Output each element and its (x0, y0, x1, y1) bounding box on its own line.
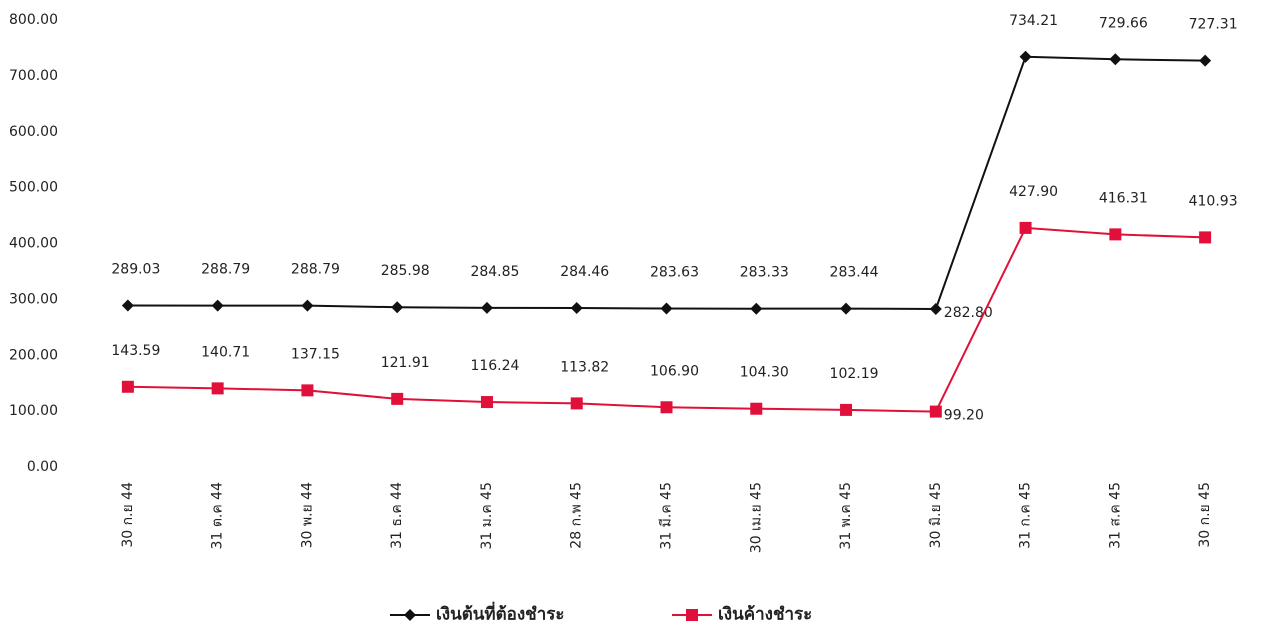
marker (211, 382, 224, 395)
marker (929, 302, 942, 315)
y-tick-label: 200.00 (9, 347, 58, 363)
marker (686, 609, 698, 621)
marker (121, 299, 134, 312)
data-label: 106.90 (650, 363, 699, 379)
marker (391, 301, 404, 314)
marker (1199, 231, 1212, 244)
marker (840, 403, 853, 416)
data-label: 289.03 (111, 262, 160, 278)
marker (1019, 50, 1032, 63)
data-label: 734.21 (1009, 13, 1058, 29)
legend-label: เงินต้นที่ต้องชำระ (436, 602, 565, 625)
data-label: 288.79 (291, 262, 340, 278)
legend-label: เงินค้างชำระ (718, 605, 812, 625)
y-tick-label: 800.00 (9, 12, 58, 28)
data-label: 284.46 (560, 264, 609, 280)
x-tick-label: 31 ส.ค 45 (1107, 482, 1123, 549)
marker (480, 396, 493, 409)
y-tick-label: 600.00 (9, 124, 58, 140)
data-label: 284.85 (470, 264, 519, 280)
data-label: 727.31 (1189, 17, 1238, 33)
x-tick-label: 31 ต.ค 44 (210, 482, 226, 550)
data-label: 99.20 (944, 408, 984, 424)
y-tick-label: 500.00 (9, 180, 58, 196)
data-label: 137.15 (291, 346, 340, 362)
data-label: 102.19 (830, 366, 879, 382)
marker (570, 302, 583, 315)
x-tick-label: 31 ก.ค 45 (1018, 482, 1034, 549)
x-tick-label: 31 พ.ค 45 (838, 482, 854, 550)
data-label: 427.90 (1009, 184, 1058, 200)
data-label: 288.79 (201, 262, 250, 278)
x-tick-label: 30 เม.ย 45 (748, 482, 764, 553)
marker (660, 401, 673, 414)
y-tick-label: 300.00 (9, 291, 58, 307)
y-tick-label: 400.00 (9, 236, 58, 252)
data-label: 143.59 (111, 343, 160, 359)
data-label: 282.80 (944, 305, 993, 321)
data-label: 410.93 (1189, 193, 1238, 209)
marker (211, 299, 224, 312)
data-label: 285.98 (381, 263, 430, 279)
marker (1019, 221, 1032, 234)
data-label: 416.31 (1099, 190, 1148, 206)
data-label: 283.44 (830, 265, 879, 281)
data-label: 121.91 (381, 355, 430, 371)
data-label: 283.33 (740, 265, 789, 281)
x-tick-label: 28 ก.พ 45 (569, 482, 585, 549)
x-tick-label: 30 ก.ย 44 (120, 482, 136, 548)
data-label: 283.63 (650, 265, 699, 281)
x-tick-label: 31 มี.ค 45 (659, 482, 675, 550)
x-tick-label: 31 ม.ค 45 (479, 482, 495, 550)
x-tick-label: 30 พ.ย 44 (299, 482, 315, 549)
marker (391, 392, 404, 405)
marker (480, 301, 493, 314)
marker (301, 384, 314, 397)
data-label: 113.82 (560, 359, 609, 375)
series-line (127, 226, 1206, 413)
x-tick-label: 30 มิ.ย 45 (928, 482, 944, 548)
marker (750, 302, 763, 315)
marker (1109, 53, 1122, 66)
data-label: 729.66 (1099, 15, 1148, 31)
marker (840, 302, 853, 315)
y-tick-label: 700.00 (9, 68, 58, 84)
marker (750, 402, 763, 415)
marker (929, 405, 942, 418)
data-label: 104.30 (740, 365, 789, 381)
marker (301, 299, 314, 312)
marker (1199, 54, 1212, 67)
y-tick-label: 0.00 (27, 459, 58, 475)
marker (121, 380, 134, 393)
marker (1109, 228, 1122, 241)
x-tick-label: 30 ก.ย 45 (1197, 482, 1213, 548)
marker (570, 397, 583, 410)
data-label: 140.71 (201, 344, 250, 360)
data-label: 116.24 (470, 358, 519, 374)
marker (660, 302, 673, 315)
marker (404, 609, 416, 621)
y-tick-label: 100.00 (9, 403, 58, 419)
x-tick-label: 31 ธ.ค 44 (389, 482, 405, 549)
